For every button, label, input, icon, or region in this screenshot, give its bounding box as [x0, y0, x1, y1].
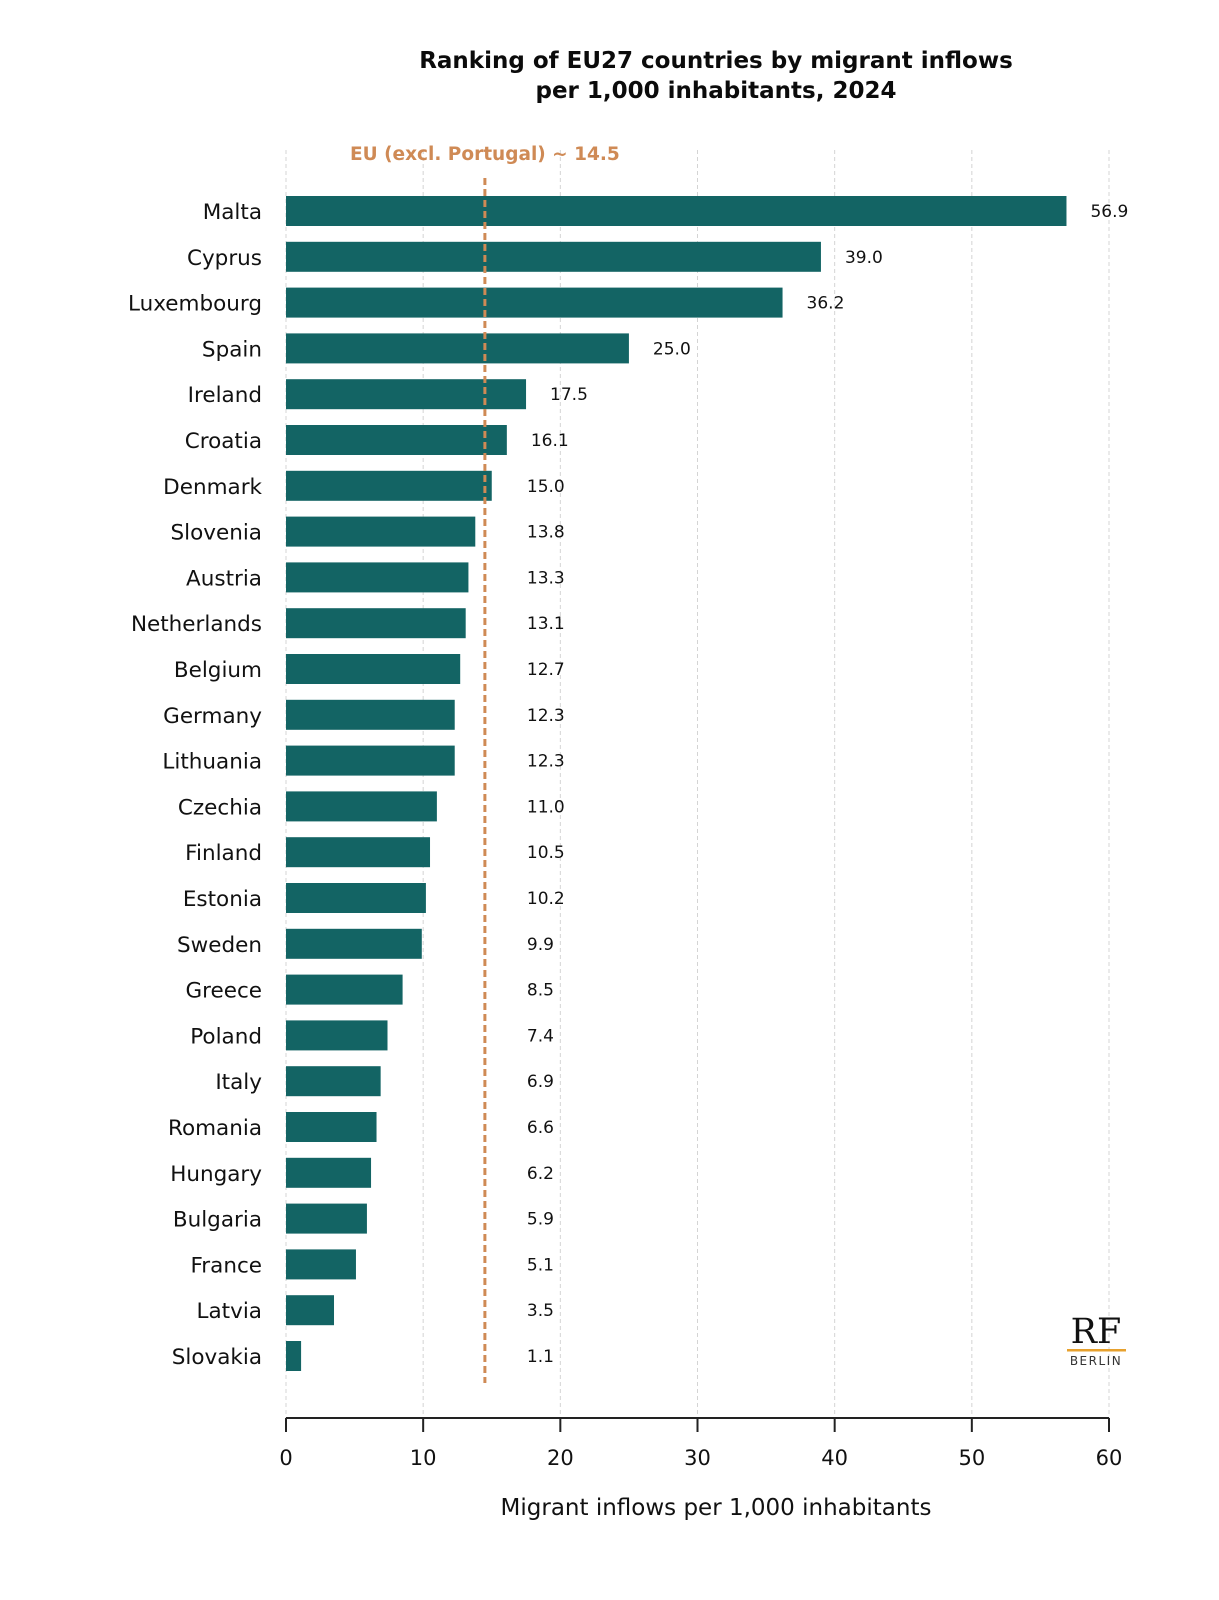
value-label: 5.1: [527, 1255, 554, 1275]
bar: [286, 1295, 335, 1326]
bar: [286, 333, 629, 364]
category-label: Italy: [215, 1070, 262, 1095]
bar: [286, 883, 426, 913]
category-label: Ireland: [188, 383, 262, 408]
bar: [286, 928, 422, 959]
value-label: 7.4: [527, 1026, 554, 1046]
value-label: 10.2: [527, 889, 565, 909]
category-label: Spain: [202, 337, 262, 362]
category-label: Finland: [185, 841, 262, 866]
category-label: Lithuania: [162, 750, 262, 775]
value-label: 13.1: [527, 614, 565, 634]
value-label: 36.2: [807, 294, 845, 314]
bar: [286, 1112, 377, 1142]
category-label: Romania: [168, 1116, 262, 1141]
category-label: Austria: [186, 566, 262, 591]
value-label: 6.9: [527, 1072, 554, 1092]
value-label: 12.3: [527, 752, 565, 772]
bar: [286, 241, 821, 272]
category-label: Denmark: [163, 475, 262, 500]
logo-berlin: BERLIN: [1070, 1354, 1122, 1368]
x-tick-label: 30: [684, 1446, 711, 1470]
category-labels: Malta Cyprus Luxembourg Spain Ireland Croatia…: [128, 200, 263, 1370]
value-label: 1.1: [527, 1347, 554, 1367]
category-label: Greece: [185, 979, 262, 1004]
category-label: Luxembourg: [128, 292, 262, 317]
bar: [286, 1249, 356, 1280]
bar: [286, 287, 783, 318]
x-axis: 0 10 20 30 40 50 60: [279, 1417, 1123, 1470]
bar: [286, 837, 431, 868]
category-label: Slovakia: [172, 1345, 262, 1370]
x-axis-title: Migrant inflows per 1,000 inhabitants: [501, 1495, 932, 1521]
value-label: 25.0: [653, 339, 691, 359]
category-label: France: [191, 1253, 263, 1278]
bar: [286, 654, 461, 684]
value-label: 9.9: [527, 935, 554, 955]
value-label: 13.8: [527, 523, 565, 543]
value-label: 6.2: [527, 1164, 554, 1184]
bar: [286, 562, 469, 593]
bars: [286, 196, 1067, 1371]
value-label: 17.5: [550, 385, 588, 405]
category-label: Slovenia: [170, 521, 262, 546]
bar: [286, 1157, 372, 1188]
category-label: Belgium: [174, 658, 262, 683]
value-label: 12.7: [527, 660, 565, 680]
category-label: Cyprus: [187, 246, 262, 271]
value-label: 39.0: [845, 248, 883, 268]
bar: [286, 470, 492, 501]
chart-title-line-2: per 1,000 inhabitants, 2024: [535, 78, 896, 104]
bar: [286, 974, 403, 1005]
bar: [286, 1341, 302, 1371]
value-label: 5.9: [527, 1210, 554, 1230]
x-tick-label: 40: [821, 1446, 848, 1470]
category-label: Estonia: [183, 887, 262, 912]
bar: [286, 745, 455, 776]
logo-rf: RF: [1071, 1312, 1122, 1352]
category-label: Malta: [203, 200, 262, 225]
value-label: 13.3: [527, 568, 565, 588]
category-label: Hungary: [170, 1162, 262, 1187]
bar: [286, 516, 476, 547]
value-label: 15.0: [527, 477, 565, 497]
value-label: 8.5: [527, 981, 554, 1001]
logo-underline: [1067, 1349, 1126, 1352]
category-label: Czechia: [178, 795, 262, 820]
value-labels: 56.9 39.0 36.2 25.0 17.5 16.1 15.0 13.8 13.3 13.1…: [527, 202, 1128, 1367]
logo: RF BERLIN: [1067, 1312, 1126, 1368]
bar: [286, 699, 455, 730]
value-label: 3.5: [527, 1301, 554, 1321]
x-tick-label: 10: [410, 1446, 437, 1470]
bar: [286, 379, 527, 410]
value-label: 10.5: [527, 843, 565, 863]
bar: [286, 1066, 381, 1097]
chart-title-line-1: Ranking of EU27 countries by migrant inf…: [419, 48, 1013, 74]
x-tick-label: 60: [1096, 1446, 1123, 1470]
bar: [286, 608, 466, 639]
value-label: 12.3: [527, 706, 565, 726]
value-label: 16.1: [531, 431, 569, 451]
value-label: 6.6: [527, 1118, 554, 1138]
x-tick-label: 20: [547, 1446, 574, 1470]
bar: [286, 425, 507, 455]
x-tick-label: 50: [958, 1446, 985, 1470]
value-label: 56.9: [1090, 202, 1128, 222]
bar: [286, 196, 1067, 226]
category-label: Latvia: [197, 1299, 262, 1324]
bar: [286, 1203, 367, 1234]
bar: [286, 1020, 388, 1051]
reference-line-label: EU (excl. Portugal) ~ 14.5: [350, 144, 620, 165]
x-tick-label: 0: [279, 1446, 292, 1470]
category-label: Bulgaria: [173, 1208, 262, 1233]
bar: [286, 791, 437, 822]
category-label: Poland: [190, 1024, 262, 1049]
category-label: Sweden: [177, 933, 262, 958]
category-label: Germany: [163, 704, 262, 729]
value-label: 11.0: [527, 797, 565, 817]
category-label: Netherlands: [131, 612, 262, 637]
category-label: Croatia: [185, 429, 262, 454]
